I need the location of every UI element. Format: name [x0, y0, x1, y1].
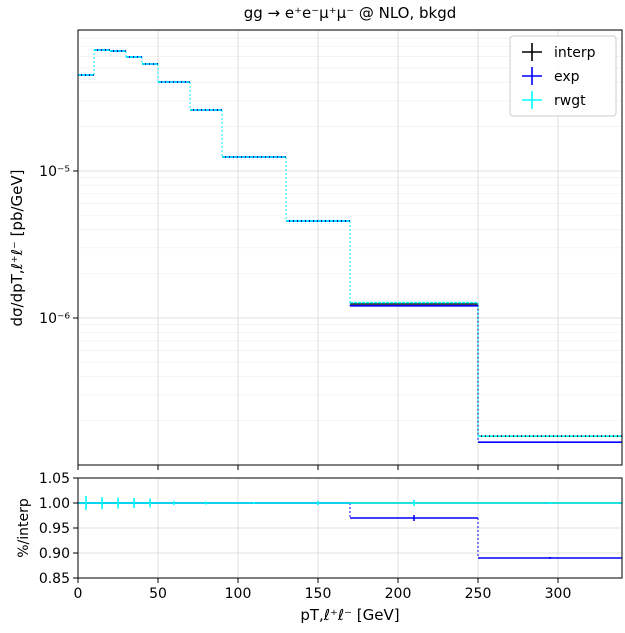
plot-frame: [77, 477, 623, 579]
legend-label: rwgt: [554, 93, 586, 109]
x-tick-label: 300: [545, 586, 572, 602]
x-axis-label: pT,ℓ⁺ℓ⁻ [GeV]: [300, 606, 399, 624]
legend-label: exp: [554, 69, 580, 85]
legend-label: interp: [554, 45, 596, 61]
plot-frame: [77, 29, 623, 466]
x-tick-label: 150: [305, 586, 332, 602]
y-tick-label: 1.00: [39, 496, 70, 512]
chart-title: gg → e⁺e⁻μ⁺μ⁻ @ NLO, bkgd: [244, 4, 457, 22]
y-tick-label: 1.05: [39, 471, 70, 487]
y-axis-label: dσ/dpT,ℓ⁺ℓ⁻ [pb/GeV]: [8, 170, 26, 327]
y-tick-label: 0.85: [39, 571, 70, 587]
y-tick-label: 0.95: [39, 521, 70, 537]
x-tick-label: 100: [225, 586, 252, 602]
y-tick-label: 10⁻⁵: [39, 164, 70, 180]
legend-box: [509, 35, 617, 117]
series: [77, 502, 622, 578]
series: [77, 501, 622, 578]
y-tick-label: 0.90: [39, 546, 70, 562]
x-tick-label: 200: [385, 586, 412, 602]
x-tick-label: 0: [74, 586, 83, 602]
y-tick-label: 10⁻⁶: [39, 311, 70, 327]
x-tick-label: 50: [149, 586, 167, 602]
x-tick-label: 250: [465, 586, 492, 602]
ratio-y-axis-label: %/interp: [16, 498, 32, 558]
